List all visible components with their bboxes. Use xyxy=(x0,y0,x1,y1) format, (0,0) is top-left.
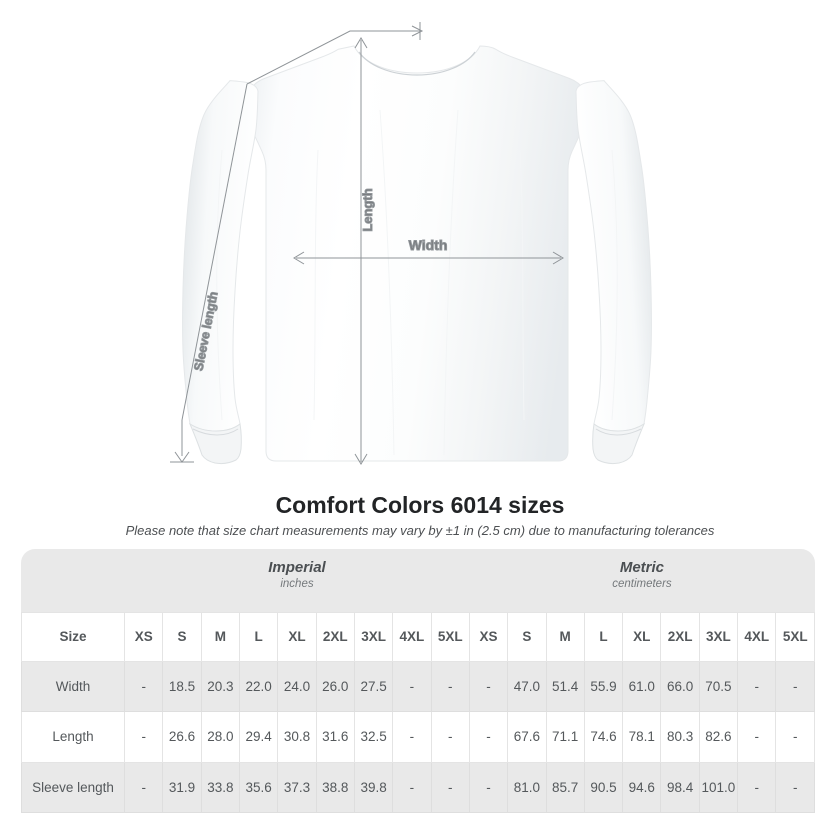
svg-text:Width: Width xyxy=(409,237,448,253)
svg-text:Comfort Colors 6014 sizes: Comfort Colors 6014 sizes xyxy=(276,492,565,518)
svg-text:Length: Length xyxy=(360,188,375,231)
svg-text:Please note that size chart me: Please note that size chart measurements… xyxy=(126,523,715,538)
